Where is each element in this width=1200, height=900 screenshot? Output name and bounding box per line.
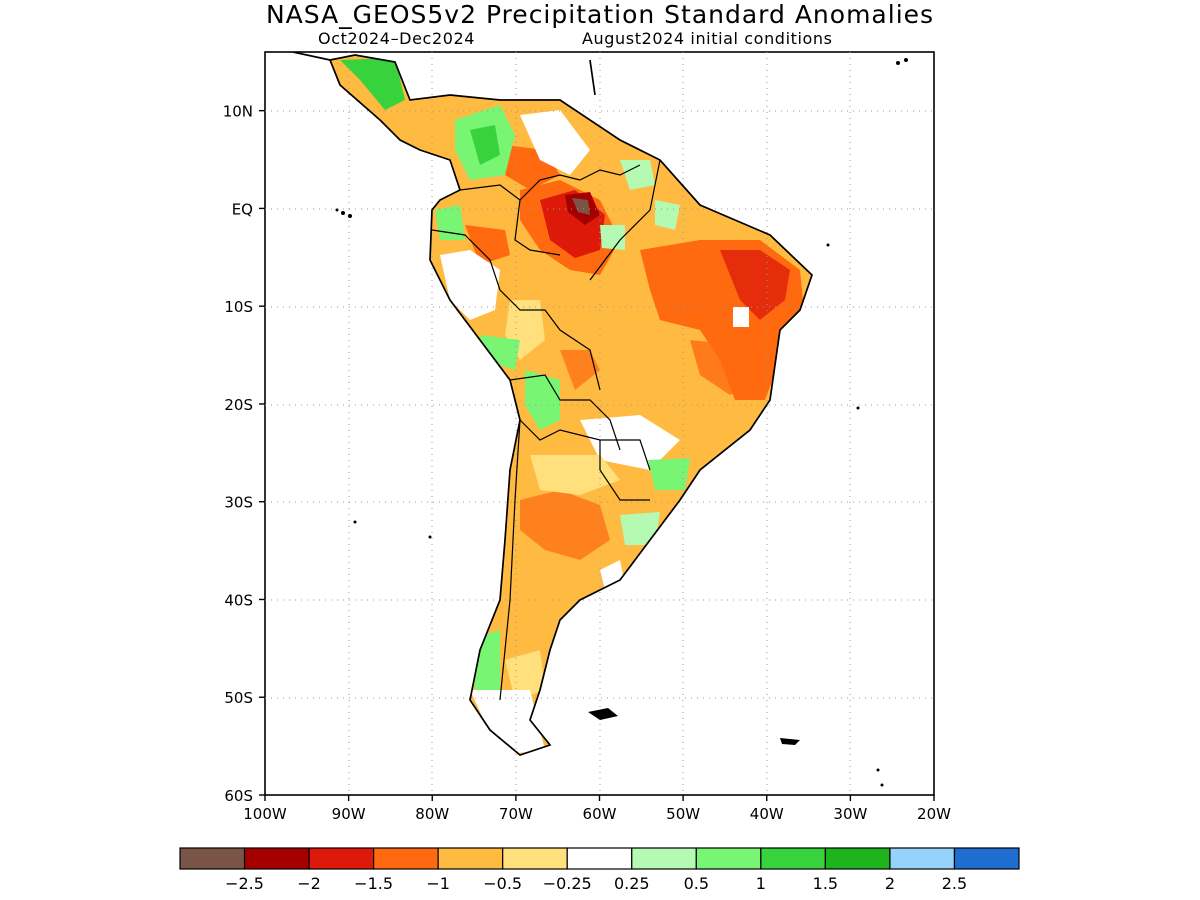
colorbar-label: 1 — [756, 874, 766, 893]
y-axis: 10N EQ 10S 20S 30S 40S 50S 60S — [223, 103, 265, 805]
colorbar-label: −2.5 — [225, 874, 264, 893]
x-tick-label: 20W — [917, 805, 951, 823]
y-tick-label: 40S — [224, 591, 253, 609]
x-tick-label: 80W — [415, 805, 449, 823]
colorbar-swatch — [566, 847, 633, 870]
islands — [335, 58, 908, 787]
colorbar-label: 2 — [885, 874, 895, 893]
forecast-period: Oct2024–Dec2024 — [318, 29, 476, 48]
country-borders — [431, 159, 661, 701]
colorbar-label: −0.25 — [543, 874, 592, 893]
y-tick-label: EQ — [232, 200, 253, 218]
colorbar-label: −1 — [426, 874, 450, 893]
x-tick-label: 70W — [499, 805, 533, 823]
coastlines — [292, 52, 813, 756]
colorbar-label: −0.5 — [483, 874, 522, 893]
x-tick-label: 40W — [750, 805, 784, 823]
colorbar-label: −2 — [297, 874, 321, 893]
initial-conditions: August2024 initial conditions — [582, 29, 833, 48]
x-tick-label: 60W — [583, 805, 617, 823]
y-tick-label: 10S — [224, 298, 253, 316]
x-tick-label: 30W — [833, 805, 867, 823]
colorbar-label: 0.25 — [614, 874, 650, 893]
colorbar-swatch — [631, 847, 697, 870]
colorbar-label: 0.5 — [684, 874, 709, 893]
x-axis: 100W 90W 80W 70W 60W 50W 40W 30W 20W — [243, 795, 951, 823]
colorbar-swatch — [243, 847, 310, 870]
y-tick-label: 50S — [224, 689, 253, 707]
colorbar-swatch — [889, 847, 956, 870]
colorbar-swatch — [308, 847, 375, 870]
y-tick-label: 20S — [224, 396, 253, 414]
colorbar-swatch — [373, 847, 439, 870]
x-tick-label: 100W — [243, 805, 287, 823]
y-tick-label: 60S — [224, 787, 253, 805]
colorbar-swatch — [502, 847, 568, 870]
colorbar-label: 2.5 — [942, 874, 967, 893]
map-title: NASA_GEOS5v2 Precipitation Standard Anom… — [265, 0, 935, 29]
y-tick-label: 10N — [223, 103, 253, 121]
colorbar-swatch — [953, 847, 1020, 870]
colorbar-swatch — [437, 847, 504, 870]
colorbar: −2.5 −2 −1.5 −1 −0.5 −0.25 0.25 0.5 1 1.5 2 2.5 — [179, 847, 1020, 893]
colorbar-swatch — [695, 847, 762, 870]
colorbar-swatch — [824, 847, 891, 870]
colorbar-label: −1.5 — [354, 874, 393, 893]
colorbar-swatch — [179, 847, 246, 870]
x-tick-label: 50W — [666, 805, 700, 823]
x-tick-label: 90W — [332, 805, 366, 823]
y-tick-label: 30S — [224, 494, 253, 512]
colorbar-swatch — [760, 847, 826, 870]
colorbar-label: 1.5 — [813, 874, 838, 893]
